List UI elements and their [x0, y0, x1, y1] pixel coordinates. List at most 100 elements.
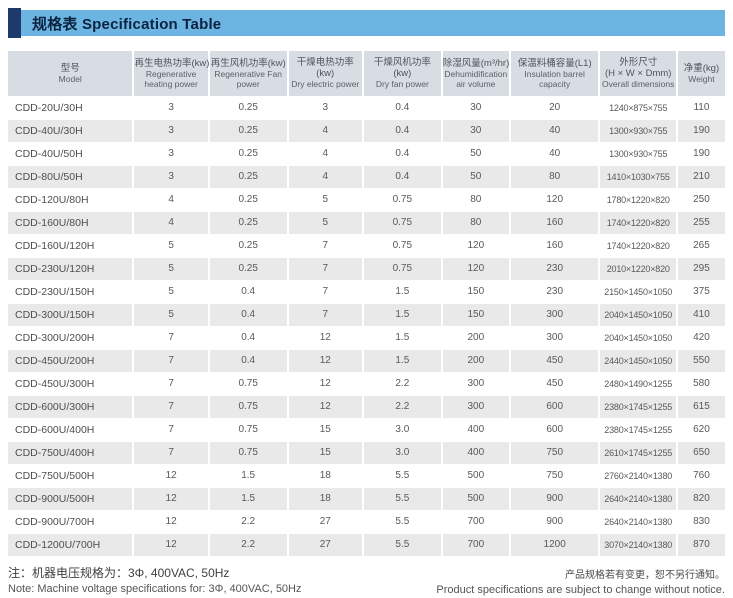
cell-model: CDD-900U/700H — [8, 509, 134, 533]
cell-barrel: 600 — [508, 417, 600, 441]
cell-dims: 2150×1450×1050 — [598, 279, 677, 303]
cell-regen_fan: 0.25 — [207, 118, 288, 142]
cell-regen_heat: 4 — [132, 187, 209, 211]
cell-regen_heat: 12 — [132, 486, 209, 510]
cell-weight: 820 — [675, 486, 725, 510]
cell-regen_fan: 0.4 — [207, 325, 288, 349]
cell-dry_electric: 12 — [286, 348, 363, 372]
cell-model: CDD-120U/80H — [8, 187, 134, 211]
cell-barrel: 160 — [508, 210, 600, 234]
cell-regen_heat: 7 — [132, 371, 209, 395]
cell-barrel: 300 — [508, 302, 600, 326]
voltage-note-en: Note: Machine voltage specifications for… — [8, 583, 302, 595]
cell-dims: 2440×1450×1050 — [598, 348, 677, 372]
cell-weight: 250 — [675, 187, 725, 211]
cell-dry_fan: 0.4 — [361, 118, 442, 142]
cell-model: CDD-300U/150H — [8, 302, 134, 326]
table-row: CDD-300U/150H 5 0.4 7 1.5 150 300 2040×1450×105… — [8, 302, 725, 326]
cell-weight: 870 — [675, 532, 725, 556]
cell-dehumid: 50 — [440, 164, 510, 188]
cell-model: CDD-600U/400H — [8, 417, 134, 441]
cell-dry_electric: 4 — [286, 164, 363, 188]
cell-regen_fan: 0.25 — [207, 141, 288, 165]
cell-dehumid: 400 — [440, 417, 510, 441]
table-row: CDD-1200U/700H 12 2.2 27 5.5 700 1200 3070×2140… — [8, 532, 725, 556]
cell-regen_heat: 5 — [132, 279, 209, 303]
voltage-note-zh: 注：机器电压规格为：3Φ, 400VAC, 50Hz — [8, 566, 230, 580]
column-header-dims: 外形尺寸 (H × W × Dmm) Overall dimensions — [598, 51, 677, 96]
cell-model: CDD-160U/120H — [8, 233, 134, 257]
column-header-zh: 外形尺寸 (H × W × Dmm) — [604, 57, 672, 80]
cell-weight: 295 — [675, 256, 725, 280]
cell-regen_fan: 0.4 — [207, 279, 288, 303]
cell-barrel: 750 — [508, 463, 600, 487]
cell-dry_electric: 15 — [286, 440, 363, 464]
cell-dry_fan: 2.2 — [361, 394, 442, 418]
table-row: CDD-80U/50H 3 0.25 4 0.4 50 80 1410×1030×755 210 — [8, 164, 725, 188]
cell-dehumid: 300 — [440, 371, 510, 395]
cell-dry_fan: 0.75 — [361, 187, 442, 211]
cell-dehumid: 80 — [440, 187, 510, 211]
cell-weight: 615 — [675, 394, 725, 418]
cell-dry_fan: 5.5 — [361, 509, 442, 533]
cell-dry_electric: 18 — [286, 486, 363, 510]
column-header-en: Dehumidification air volume — [444, 68, 508, 89]
cell-weight: 420 — [675, 325, 725, 349]
column-header-en: Insulation barrel capacity — [524, 68, 585, 89]
cell-dims: 2380×1745×1255 — [598, 394, 677, 418]
cell-regen_heat: 3 — [132, 141, 209, 165]
table-row: CDD-600U/400H 7 0.75 15 3.0 400 600 2380×1745×1… — [8, 417, 725, 441]
cell-regen_heat: 5 — [132, 302, 209, 326]
cell-weight: 760 — [675, 463, 725, 487]
cell-barrel: 450 — [508, 371, 600, 395]
cell-dry_fan: 0.75 — [361, 256, 442, 280]
cell-regen_heat: 7 — [132, 325, 209, 349]
column-header-en: Weight — [688, 73, 715, 84]
column-header-zh: 再生风机功率(kw) — [210, 57, 286, 69]
cell-dehumid: 200 — [440, 325, 510, 349]
cell-dims: 1300×930×755 — [598, 141, 677, 165]
column-header-en: Dry fan power — [375, 79, 429, 90]
cell-barrel: 40 — [508, 141, 600, 165]
title-bar: 规格表 Specification Table — [8, 8, 725, 38]
cell-dry_electric: 18 — [286, 463, 363, 487]
cell-dry_fan: 1.5 — [361, 302, 442, 326]
cell-dry_electric: 5 — [286, 187, 363, 211]
cell-regen_heat: 12 — [132, 463, 209, 487]
cell-model: CDD-300U/200H — [8, 325, 134, 349]
page-title: 规格表 Specification Table — [32, 15, 222, 33]
cell-regen_heat: 12 — [132, 532, 209, 556]
cell-weight: 255 — [675, 210, 725, 234]
cell-dehumid: 200 — [440, 348, 510, 372]
cell-dims: 1240×875×755 — [598, 95, 677, 119]
cell-regen_heat: 3 — [132, 164, 209, 188]
cell-regen_heat: 4 — [132, 210, 209, 234]
cell-barrel: 1200 — [508, 532, 600, 556]
cell-dry_fan: 0.4 — [361, 141, 442, 165]
column-header-zh: 干燥电热功率 (kw) — [296, 57, 354, 80]
table-row: CDD-120U/80H 4 0.25 5 0.75 80 120 1780×1220×820… — [8, 187, 725, 211]
cell-dry_fan: 3.0 — [361, 440, 442, 464]
cell-dehumid: 300 — [440, 394, 510, 418]
column-header-zh: 保温料桶容量(L1) — [517, 57, 592, 69]
voltage-note: 注：机器电压规格为：3Φ, 400VAC, 50Hz Note: Machine… — [8, 565, 302, 597]
column-header-en: Regenerative Fan power — [214, 68, 282, 89]
column-header-barrel: 保温料桶容量(L1) Insulation barrel capacity — [508, 51, 600, 96]
column-header-en: Regenerative heating power — [144, 68, 198, 89]
cell-dims: 2040×1450×1050 — [598, 302, 677, 326]
cell-dehumid: 30 — [440, 118, 510, 142]
cell-dehumid: 700 — [440, 509, 510, 533]
cell-barrel: 230 — [508, 256, 600, 280]
cell-weight: 110 — [675, 95, 725, 119]
cell-weight: 210 — [675, 164, 725, 188]
cell-barrel: 160 — [508, 233, 600, 257]
cell-dehumid: 120 — [440, 233, 510, 257]
cell-model: CDD-1200U/700H — [8, 532, 134, 556]
title-accent-block — [8, 8, 21, 38]
cell-model: CDD-750U/400H — [8, 440, 134, 464]
cell-dims: 1740×1220×820 — [598, 233, 677, 257]
table-row: CDD-450U/300H 7 0.75 12 2.2 300 450 2480×1490×1… — [8, 371, 725, 395]
cell-dry_electric: 4 — [286, 141, 363, 165]
cell-regen_fan: 1.5 — [207, 463, 288, 487]
